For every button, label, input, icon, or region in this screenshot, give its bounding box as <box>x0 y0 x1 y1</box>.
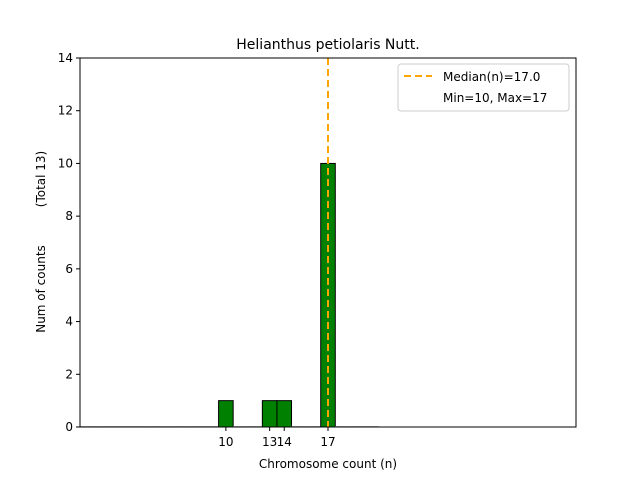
y-axis: 0 2 4 6 8 10 12 14 <box>58 51 80 434</box>
x-axis-label: Chromosome count (n) <box>259 457 397 471</box>
bar-13 <box>261 400 278 428</box>
x-axis: 10 13 14 17 <box>218 427 336 449</box>
y-tick-label-6: 6 <box>65 262 73 276</box>
y-tick-label-2: 2 <box>65 367 73 381</box>
chart-title: Helianthus petiolaris Nutt. <box>236 37 419 53</box>
y-tick-label-8: 8 <box>65 209 73 223</box>
legend-median-label: Median(n)=17.0 <box>443 70 540 84</box>
y-axis-total-label: (Total 13) <box>34 151 48 207</box>
y-tick-label-10: 10 <box>58 156 73 170</box>
y-axis-label: Num of counts <box>34 245 48 333</box>
y-tick-label-4: 4 <box>65 315 73 329</box>
legend-box <box>397 63 570 112</box>
x-tick-label-14: 14 <box>277 435 292 449</box>
bar-14 <box>276 400 293 428</box>
x-tick-label-10: 10 <box>218 435 233 449</box>
x-tick-label-17: 17 <box>320 435 335 449</box>
y-tick-label-0: 0 <box>65 420 73 434</box>
x-tick-label-13: 13 <box>262 435 277 449</box>
y-tick-label-14: 14 <box>58 51 73 65</box>
legend: Median(n)=17.0 Min=10, Max=17 <box>397 63 570 112</box>
y-tick-label-12: 12 <box>58 104 73 118</box>
legend-minmax-label: Min=10, Max=17 <box>443 91 547 105</box>
bar-10 <box>218 400 234 428</box>
bars-group <box>80 162 380 428</box>
